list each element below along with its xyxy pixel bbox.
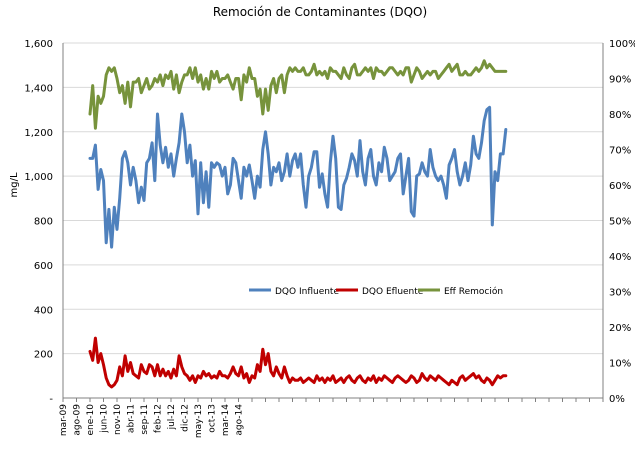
legend-label: DQO Influente xyxy=(275,287,339,297)
y2-tick-label: 30% xyxy=(609,288,631,299)
x-axis-ticks: mar-09 ago-09 ene-10 jun-10 nov-10 abr-11 sep-… xyxy=(59,398,604,438)
y2-tick-label: 100% xyxy=(609,39,635,50)
y2-tick-label: 70% xyxy=(609,146,631,157)
y2-tick-label: 90% xyxy=(609,75,631,86)
y2-tick-label: 40% xyxy=(609,252,631,263)
x-tick-label: ago-09 xyxy=(73,404,83,436)
y-tick-label: 1,600 xyxy=(24,39,53,50)
y-axis-label: mg/L xyxy=(9,172,20,197)
y2-tick-label: 50% xyxy=(609,217,631,228)
x-tick-label: oct-13 xyxy=(208,404,218,433)
y-tick-label: 200 xyxy=(34,350,53,361)
x-tick-label: abr-11 xyxy=(127,404,137,433)
x-tick-label: mar-09 xyxy=(59,404,69,436)
axes xyxy=(62,43,604,398)
x-tick-label: mar-14 xyxy=(221,404,231,436)
gridlines xyxy=(63,42,603,399)
x-tick-label: jul-12 xyxy=(167,404,177,430)
chart-title: Remoción de Contaminantes (DQO) xyxy=(213,5,427,19)
y-tick-label: 1,000 xyxy=(24,172,53,183)
x-tick-label: nov-10 xyxy=(113,404,123,435)
y2-tick-label: 10% xyxy=(609,359,631,370)
y2-tick-label: 20% xyxy=(609,323,631,334)
y-tick-label: 1,200 xyxy=(24,128,53,139)
y2-tick-label: 0% xyxy=(609,394,625,405)
legend-label: Eff Remoción xyxy=(444,286,503,297)
series-line-eff-remoci-n xyxy=(88,59,508,130)
y-tick-label: 400 xyxy=(34,305,53,316)
y-tick-label: 800 xyxy=(34,217,53,228)
y2-tick-label: 60% xyxy=(609,181,631,192)
x-tick-label: may-13 xyxy=(194,404,204,438)
x-tick-label: jun-10 xyxy=(100,404,110,434)
x-tick-label: ene-10 xyxy=(86,404,96,436)
x-tick-label: ago-14 xyxy=(235,404,245,436)
y-tick-label: 1,400 xyxy=(24,83,53,94)
series-line-dqo-influente xyxy=(88,105,508,249)
series-layer xyxy=(88,59,508,389)
legend: DQO Influente DQO Efluente Eff Remoción xyxy=(249,286,503,297)
y-tick-label: 600 xyxy=(34,261,53,272)
y2-axis-ticks: 0% 10% 20% 30% 40% 50% 60% 70% 80% 90% 100% xyxy=(609,39,635,405)
y-tick-label: - xyxy=(49,394,53,405)
legend-label: DQO Efluente xyxy=(362,287,424,297)
series-line-dqo-efluente xyxy=(88,336,508,389)
x-tick-label: sep-11 xyxy=(140,404,150,435)
y-axis-ticks: - 200 400 600 800 1,000 1,200 1,400 1,600 xyxy=(24,39,53,405)
x-tick-label: dic-12 xyxy=(181,404,191,432)
x-tick-label: feb-12 xyxy=(154,404,164,433)
y2-tick-label: 80% xyxy=(609,110,631,121)
